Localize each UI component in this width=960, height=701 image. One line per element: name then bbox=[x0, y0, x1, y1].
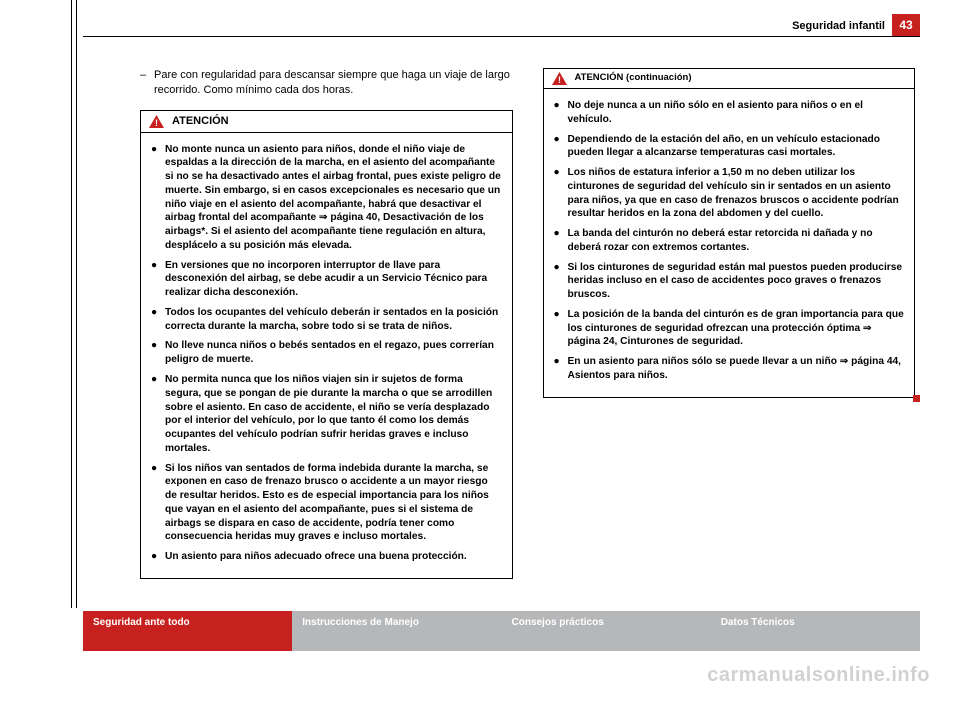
warning-bullet: ●La posición de la banda del cinturón es… bbox=[554, 308, 905, 349]
content-area: – Pare con regularidad para descansar si… bbox=[140, 68, 915, 579]
warning-header-left: ! ATENCIÓN bbox=[141, 111, 512, 133]
bottom-tabs: Seguridad ante todo Instrucciones de Man… bbox=[83, 611, 920, 651]
column-left: – Pare con regularidad para descansar si… bbox=[140, 68, 513, 579]
tab-instrucciones[interactable]: Instrucciones de Manejo bbox=[292, 611, 501, 651]
warning-bullet: ●Dependiendo de la estación del año, en … bbox=[554, 133, 905, 161]
warning-bullet: ●No monte nunca un asiento para niños, d… bbox=[151, 143, 502, 253]
intro-dash: – bbox=[140, 68, 154, 98]
warning-bullet: ●La banda del cinturón no deberá estar r… bbox=[554, 227, 905, 255]
warning-box-left: ! ATENCIÓN ●No monte nunca un asiento pa… bbox=[140, 110, 513, 579]
warning-title-left: ATENCIÓN bbox=[172, 114, 229, 129]
warning-bullet: ●Los niños de estatura inferior a 1,50 m… bbox=[554, 166, 905, 221]
intro-text: Pare con regularidad para descansar siem… bbox=[154, 68, 513, 98]
tab-datos-tecnicos[interactable]: Datos Técnicos bbox=[711, 611, 920, 651]
warning-body-left: ●No monte nunca un asiento para niños, d… bbox=[141, 133, 512, 578]
end-of-section-square-icon bbox=[913, 395, 920, 402]
section-title: Seguridad infantil bbox=[792, 20, 885, 32]
page-frame: Seguridad infantil 43 – Pare con regular… bbox=[0, 0, 960, 701]
warning-header-right: ! ATENCIÓN (continuación) bbox=[544, 69, 915, 89]
intro-bullet: – Pare con regularidad para descansar si… bbox=[140, 68, 513, 98]
warning-bullet: ●No deje nunca a un niño sólo en el asie… bbox=[554, 99, 905, 127]
warning-title-right: ATENCIÓN (continuación) bbox=[575, 72, 692, 85]
warning-triangle-icon: ! bbox=[552, 72, 567, 85]
warning-bullet: ●Si los niños van sentados de forma inde… bbox=[151, 462, 502, 545]
left-margin-lines bbox=[71, 0, 72, 608]
warning-bullet: ●En versiones que no incorporen interrup… bbox=[151, 259, 502, 300]
warning-triangle-icon: ! bbox=[149, 115, 164, 128]
warning-box-right: ! ATENCIÓN (continuación) ●No deje nunca… bbox=[543, 68, 916, 398]
watermark: carmanualsonline.info bbox=[707, 664, 930, 687]
page-number-badge: 43 bbox=[892, 14, 920, 36]
warning-body-right: ●No deje nunca a un niño sólo en el asie… bbox=[544, 89, 915, 397]
warning-bullet: ●No permita nunca que los niños viajen s… bbox=[151, 373, 502, 456]
warning-bullet: ●Si los cinturones de seguridad están ma… bbox=[554, 261, 905, 302]
warning-bullet: ●Todos los ocupantes del vehículo deberá… bbox=[151, 306, 502, 334]
svg-text:!: ! bbox=[558, 75, 561, 85]
svg-text:!: ! bbox=[155, 118, 158, 128]
warning-bullet: ●Un asiento para niños adecuado ofrece u… bbox=[151, 550, 502, 564]
header-rule bbox=[83, 36, 920, 37]
warning-bullet: ●No lleve nunca niños o bebés sentados e… bbox=[151, 339, 502, 367]
tab-consejos[interactable]: Consejos prácticos bbox=[502, 611, 711, 651]
warning-bullet: ●En un asiento para niños sólo se puede … bbox=[554, 355, 905, 383]
column-right: ! ATENCIÓN (continuación) ●No deje nunca… bbox=[543, 68, 916, 579]
tab-seguridad[interactable]: Seguridad ante todo bbox=[83, 611, 292, 651]
